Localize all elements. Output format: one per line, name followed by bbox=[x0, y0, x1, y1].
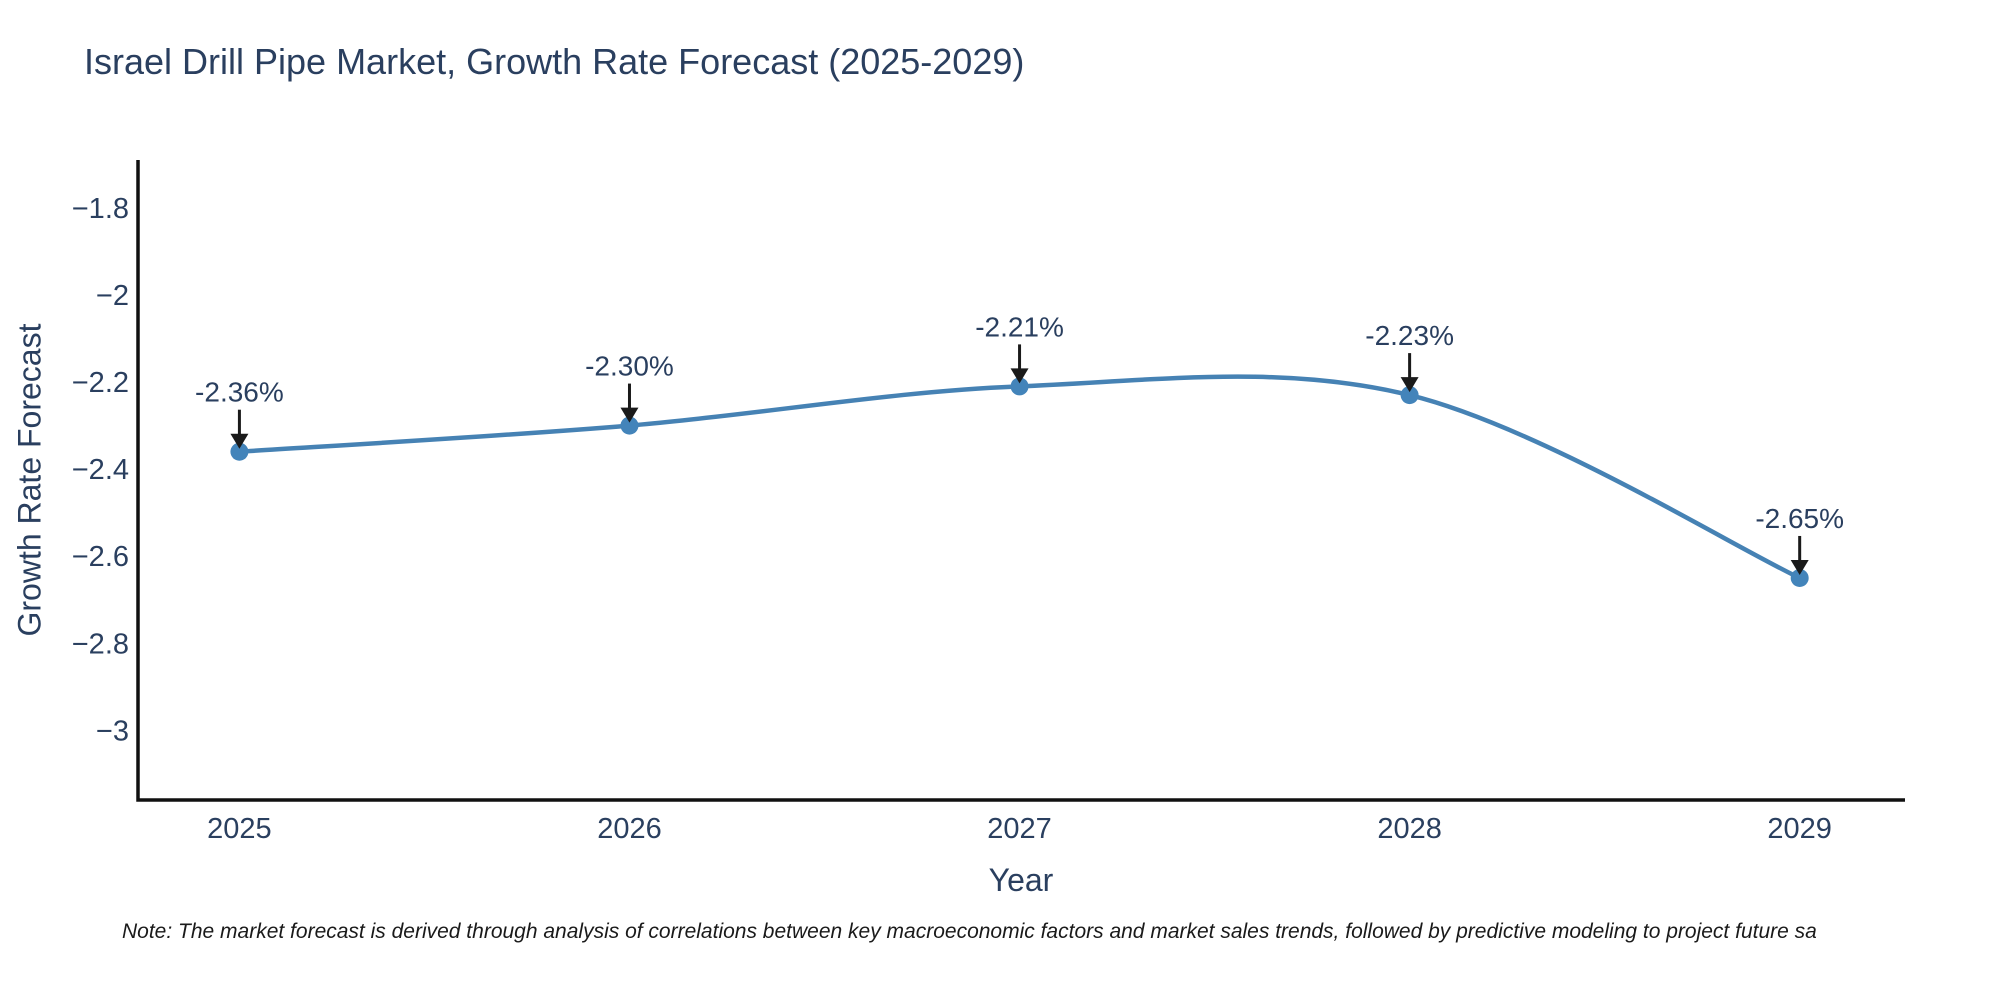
y-tick-label: −3 bbox=[96, 715, 129, 747]
y-tick-label: −2 bbox=[96, 280, 129, 312]
y-tick-label: −2.2 bbox=[72, 367, 129, 399]
y-tick-label: −2.6 bbox=[72, 541, 129, 573]
x-tick-label: 2028 bbox=[1377, 813, 1442, 845]
annotation-label: -2.36% bbox=[195, 377, 284, 408]
annotation-arrow-head bbox=[1400, 377, 1419, 393]
x-tick-label: 2026 bbox=[597, 813, 662, 845]
chart-title: Israel Drill Pipe Market, Growth Rate Fo… bbox=[84, 41, 1025, 82]
footnote: Note: The market forecast is derived thr… bbox=[122, 920, 1817, 943]
annotation-arrow-head bbox=[230, 433, 249, 449]
annotation-label: -2.21% bbox=[975, 311, 1064, 342]
x-tick-label: 2025 bbox=[207, 813, 272, 845]
data-point-marker bbox=[620, 416, 639, 435]
x-axis-title: Year bbox=[988, 862, 1054, 898]
y-tick-label: −1.8 bbox=[72, 193, 129, 225]
line-series bbox=[237, 374, 1802, 581]
x-tick-label: 2029 bbox=[1767, 813, 1832, 845]
annotation-label: -2.23% bbox=[1365, 320, 1454, 351]
y-axis-title: Growth Rate Forecast bbox=[11, 323, 48, 637]
axis-lines bbox=[136, 160, 1905, 802]
data-point-marker bbox=[230, 442, 249, 461]
annotation-arrow-head bbox=[620, 407, 639, 423]
y-tick-label: −2.4 bbox=[72, 454, 129, 486]
y-tick-label: −2.8 bbox=[72, 628, 129, 660]
data-point-marker bbox=[1010, 377, 1029, 396]
x-tick-label: 2027 bbox=[987, 813, 1052, 845]
annotation-label: -2.30% bbox=[585, 351, 674, 382]
annotation-label: -2.65% bbox=[1755, 503, 1844, 534]
data-point-marker bbox=[1400, 386, 1419, 405]
data-point-marker bbox=[1790, 568, 1809, 587]
annotation-arrow-head bbox=[1790, 559, 1809, 575]
annotation-arrow-head bbox=[1010, 368, 1029, 384]
